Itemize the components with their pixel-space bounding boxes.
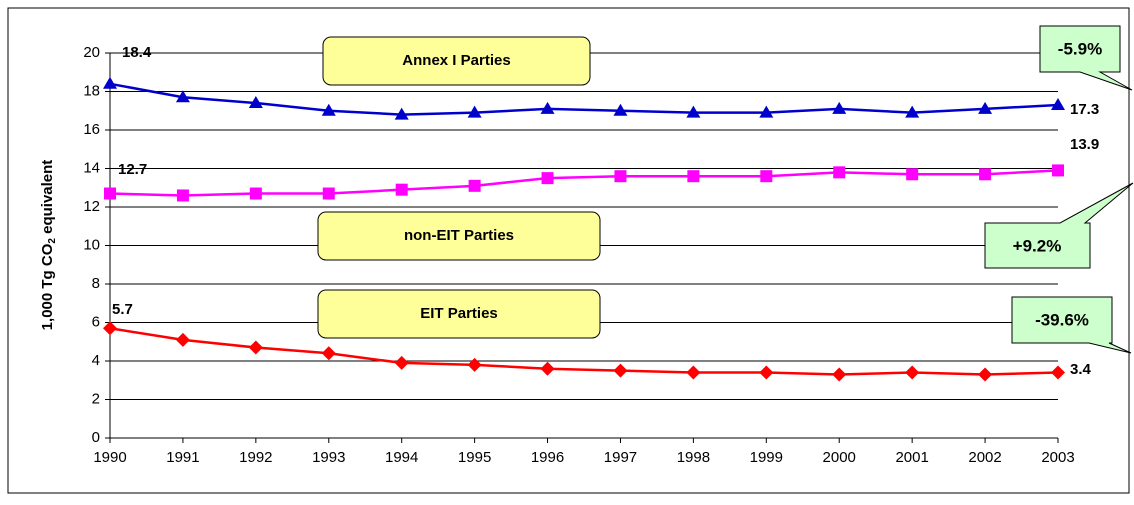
data-point <box>1051 365 1065 380</box>
data-point <box>540 101 555 114</box>
y-axis-title: 1,000 Tg CO2 equivalent <box>39 160 58 331</box>
data-point <box>540 361 555 376</box>
x-tick-label: 2000 <box>823 449 856 466</box>
data-label: 5.7 <box>112 301 133 318</box>
data-point <box>321 346 336 361</box>
y-tick-label: 2 <box>92 390 100 407</box>
data-point <box>833 166 846 179</box>
change-label: +9.2% <box>1013 236 1062 255</box>
y-title-subscript: 2 <box>47 238 58 244</box>
data-point <box>176 189 189 202</box>
data-point <box>613 363 628 378</box>
x-tick-label: 1992 <box>239 449 272 466</box>
data-point <box>686 365 701 380</box>
data-point <box>832 367 847 382</box>
change-callout <box>984 182 1134 269</box>
series-line <box>109 82 1059 116</box>
x-tick-label: 2001 <box>895 449 928 466</box>
x-tick-label: 1998 <box>677 449 710 466</box>
y-tick-label: 18 <box>83 82 100 99</box>
series-label-box <box>317 289 601 339</box>
y-title-part: equivalent <box>39 160 56 238</box>
y-tick-label: 0 <box>92 429 100 446</box>
y-tick-label: 14 <box>83 159 100 176</box>
data-point <box>760 170 773 183</box>
change-label: -5.9% <box>1058 39 1102 58</box>
x-tick-label: 1990 <box>93 449 126 466</box>
y-tick-label: 4 <box>92 352 100 369</box>
y-tick-label: 16 <box>83 121 100 138</box>
data-point <box>175 332 190 347</box>
y-tick-label: 6 <box>92 313 100 330</box>
data-point <box>249 187 262 200</box>
data-point <box>614 170 627 183</box>
data-point <box>686 105 701 118</box>
data-point <box>978 101 993 114</box>
series-label-box <box>317 211 601 261</box>
data-point <box>104 187 116 200</box>
data-label: 13.9 <box>1070 136 1099 153</box>
data-point <box>395 183 408 196</box>
data-point <box>905 105 920 118</box>
series-line <box>109 169 1059 197</box>
data-label: 18.4 <box>122 44 152 61</box>
x-tick-label: 2003 <box>1041 449 1074 466</box>
data-point <box>321 103 336 116</box>
data-point <box>1051 97 1065 110</box>
series-label: EIT Parties <box>420 305 498 322</box>
data-label: 17.3 <box>1070 101 1099 118</box>
change-label: -39.6% <box>1035 310 1089 329</box>
data-point <box>322 187 335 200</box>
data-point <box>906 168 919 181</box>
x-tick-label: 2002 <box>968 449 1001 466</box>
x-tick-label: 1993 <box>312 449 345 466</box>
data-point <box>103 76 117 89</box>
data-point <box>759 365 774 380</box>
y-title-part: 1,000 Tg CO <box>39 243 56 330</box>
data-point <box>467 105 482 118</box>
data-point <box>978 367 993 382</box>
y-tick-label: 12 <box>83 198 100 215</box>
series-label-box <box>322 36 591 86</box>
y-tick-label: 8 <box>92 275 100 292</box>
y-tick-label: 10 <box>83 236 100 253</box>
data-point <box>905 365 920 380</box>
y-tick-label: 20 <box>83 44 100 61</box>
data-point <box>103 321 117 336</box>
x-tick-label: 1995 <box>458 449 491 466</box>
x-tick-label: 1997 <box>604 449 637 466</box>
data-point <box>613 103 628 116</box>
data-point <box>979 168 992 181</box>
data-point <box>394 107 409 120</box>
data-label: 3.4 <box>1070 361 1092 378</box>
change-callout <box>1039 25 1133 91</box>
series-label: non-EIT Parties <box>404 227 514 244</box>
x-tick-label: 1996 <box>531 449 564 466</box>
series-line <box>109 327 1059 376</box>
data-label: 12.7 <box>118 161 147 178</box>
x-tick-label: 1991 <box>166 449 199 466</box>
data-point <box>248 96 263 109</box>
data-point <box>468 179 481 192</box>
data-point <box>1052 164 1064 177</box>
x-tick-label: 1999 <box>750 449 783 466</box>
data-point <box>467 357 482 372</box>
x-tick-label: 1994 <box>385 449 418 466</box>
data-point <box>541 172 554 185</box>
data-point <box>832 101 847 114</box>
data-point <box>759 105 774 118</box>
change-callout <box>1011 296 1132 354</box>
series-label: Annex I Parties <box>402 52 510 69</box>
data-point <box>687 170 700 183</box>
data-point <box>394 355 409 370</box>
data-point <box>175 90 190 103</box>
data-point <box>248 340 263 355</box>
